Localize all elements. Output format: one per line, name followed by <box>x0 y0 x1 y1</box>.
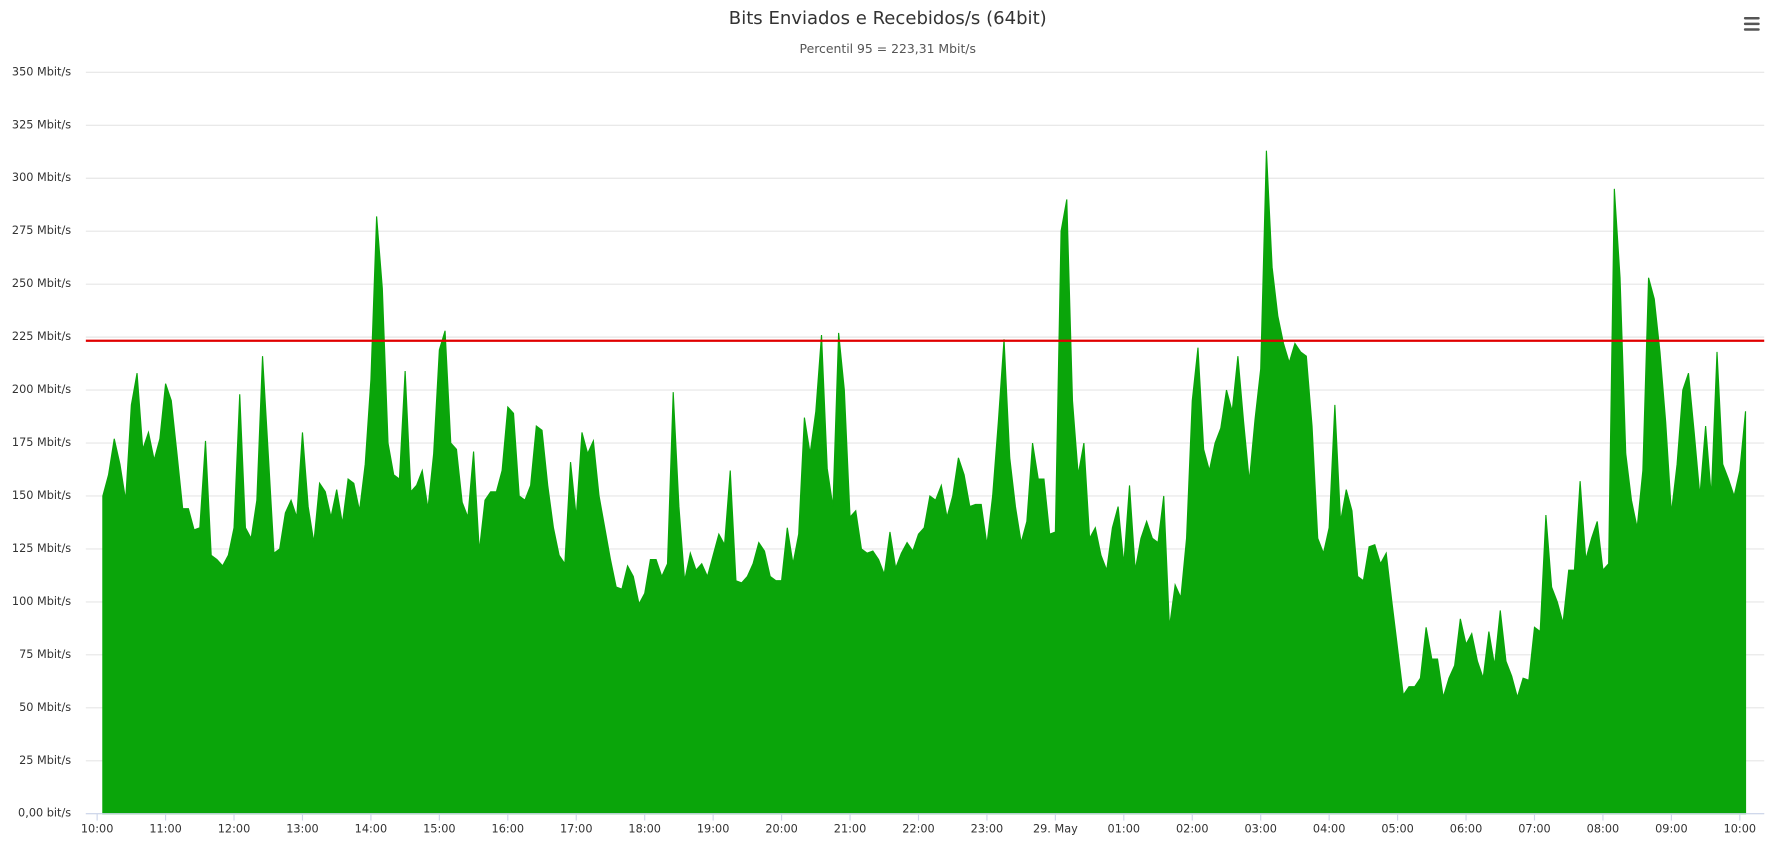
y-tick-label: 100 Mbit/s <box>12 595 71 608</box>
y-tick-label: 200 Mbit/s <box>12 383 71 396</box>
x-tick-label: 06:00 <box>1450 823 1483 836</box>
x-tick-label: 11:00 <box>149 823 182 836</box>
x-tick-label: 21:00 <box>834 823 867 836</box>
y-tick-label: 75 Mbit/s <box>19 648 71 661</box>
y-tick-label: 25 Mbit/s <box>19 754 71 767</box>
x-tick-label: 18:00 <box>628 823 661 836</box>
x-tick-label: 02:00 <box>1176 823 1209 836</box>
x-tick-label: 01:00 <box>1108 823 1141 836</box>
x-tick-label: 23:00 <box>971 823 1004 836</box>
x-tick-label: 08:00 <box>1587 823 1620 836</box>
y-tick-label: 350 Mbit/s <box>12 65 71 78</box>
y-tick-label: 275 Mbit/s <box>12 224 71 237</box>
chart-subtitle: Percentil 95 = 223,31 Mbit/s <box>800 41 976 56</box>
x-tick-label: 15:00 <box>423 823 456 836</box>
x-tick-label: 05:00 <box>1381 823 1414 836</box>
x-tick-label: 04:00 <box>1313 823 1346 836</box>
x-tick-label: 29. May <box>1033 823 1078 836</box>
y-tick-label: 250 Mbit/s <box>12 277 71 290</box>
menu-button[interactable] <box>1743 16 1760 31</box>
x-tick-label: 13:00 <box>286 823 319 836</box>
menu-bar <box>1743 28 1760 31</box>
x-tick-label: 12:00 <box>218 823 251 836</box>
x-tick-label: 19:00 <box>697 823 730 836</box>
x-tick-label: 03:00 <box>1244 823 1277 836</box>
x-tick-label: 09:00 <box>1655 823 1688 836</box>
menu-bar <box>1743 22 1760 26</box>
chart-title: Bits Enviados e Recebidos/s (64bit) <box>729 8 1047 29</box>
x-tick-label: 17:00 <box>560 823 593 836</box>
x-tick-label: 07:00 <box>1518 823 1551 836</box>
y-tick-label: 125 Mbit/s <box>12 542 71 555</box>
y-tick-label: 0,00 bit/s <box>18 807 71 820</box>
y-tick-label: 175 Mbit/s <box>12 436 71 449</box>
x-tick-label: 10:00 <box>1724 823 1757 836</box>
x-tick-label: 14:00 <box>355 823 388 836</box>
y-tick-label: 300 Mbit/s <box>12 171 71 184</box>
x-tick-label: 22:00 <box>902 823 935 836</box>
y-tick-label: 50 Mbit/s <box>19 701 71 714</box>
x-tick-label: 16:00 <box>492 823 525 836</box>
x-tick-label: 20:00 <box>765 823 798 836</box>
area <box>102 150 1747 815</box>
x-tick-label: 10:00 <box>81 823 114 836</box>
menu-bar <box>1743 16 1760 20</box>
y-tick-label: 325 Mbit/s <box>12 118 71 131</box>
y-tick-label: 225 Mbit/s <box>12 330 71 343</box>
y-tick-label: 150 Mbit/s <box>12 489 71 502</box>
